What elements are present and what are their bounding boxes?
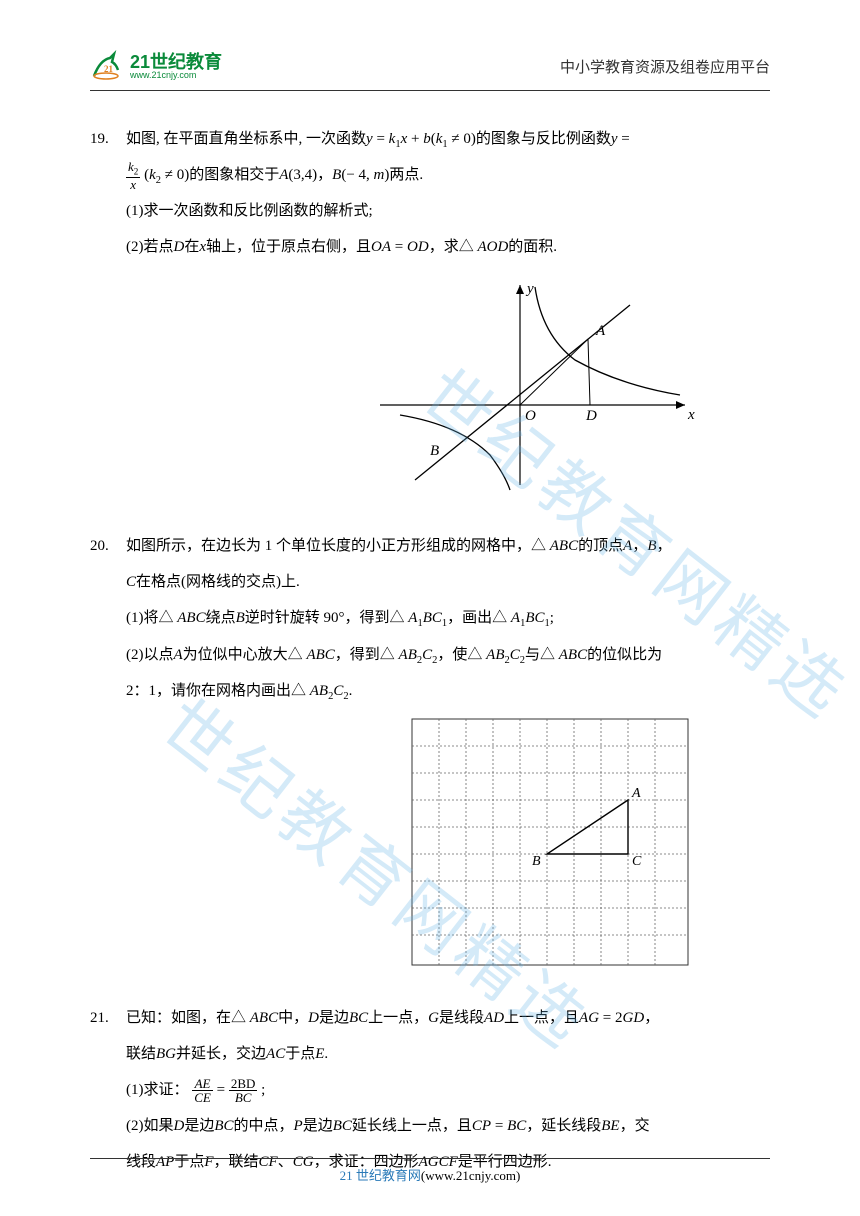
problem-text: 联结BG并延长，交边AC于点E. <box>90 1036 770 1072</box>
problem-21: 21. 已知：如图，在△ ABC中，D是边BC上一点，G是线段AD上一点，且AG… <box>90 1000 770 1180</box>
problem-subpart: (2)如果D是边BC的中点，P是边BC延长线上一点，且CP = BC，延长线段B… <box>90 1108 770 1144</box>
logo: 21 21世纪教育 www.21cnjy.com <box>90 50 222 82</box>
page-footer: 21 世纪教育网(www.21cnjy.com) <box>90 1158 770 1184</box>
problem-19: 19. 如图, 在平面直角坐标系中, 一次函数y = k1x + b(k1 ≠ … <box>90 121 770 500</box>
problem-subpart: (1)求证： AECE = 2BDBC ; <box>90 1072 770 1108</box>
problem-text: C在格点(网格线的交点)上. <box>90 564 770 600</box>
svg-text:A: A <box>595 323 606 339</box>
problem-20: 20. 如图所示，在边长为 1 个单位长度的小正方形组成的网格中，△ ABC的顶… <box>90 528 770 972</box>
svg-text:A: A <box>631 786 641 801</box>
svg-text:y: y <box>525 281 534 297</box>
footer-brand: 21 世纪教育网 <box>340 1168 421 1183</box>
figure-20-grid: A B C <box>410 717 770 972</box>
problem-subpart: (2)若点D在x轴上，位于原点右侧，且OA = OD，求△ AOD的面积. <box>90 229 770 265</box>
header-right-text: 中小学教育资源及组卷应用平台 <box>560 56 770 77</box>
svg-text:x: x <box>687 407 695 423</box>
problem-text: 如图, 在平面直角坐标系中, 一次函数y = k1x + b(k1 ≠ 0)的图… <box>126 121 770 157</box>
svg-text:O: O <box>525 408 536 424</box>
svg-text:D: D <box>585 408 597 424</box>
problem-text: k2x (k2 ≠ 0)的图象相交于A(3,4)，B(− 4, m)两点. <box>90 157 770 193</box>
problem-number: 21. <box>90 1000 126 1036</box>
svg-text:B: B <box>532 854 541 869</box>
svg-text:C: C <box>632 854 642 869</box>
problem-subpart: (2)以点A为位似中心放大△ ABC，得到△ AB2C2，使△ AB2C2与△ … <box>90 637 770 673</box>
logo-text-cn: 21世纪教育 <box>130 53 222 71</box>
svg-text:21: 21 <box>104 64 114 74</box>
logo-text-url: www.21cnjy.com <box>130 71 222 80</box>
problem-text: 已知：如图，在△ ABC中，D是边BC上一点，G是线段AD上一点，且AG = 2… <box>126 1000 770 1036</box>
svg-text:B: B <box>430 443 439 459</box>
footer-url: (www.21cnjy.com) <box>421 1168 520 1183</box>
problem-subpart: (1)求一次函数和反比例函数的解析式; <box>90 193 770 229</box>
logo-icon: 21 <box>90 50 126 82</box>
page-header: 21 21世纪教育 www.21cnjy.com 中小学教育资源及组卷应用平台 <box>90 50 770 91</box>
problem-number: 19. <box>90 121 126 157</box>
problem-subpart: 2：1，请你在网格内画出△ AB2C2. <box>90 673 770 709</box>
figure-19-graph: y x A B O D <box>370 275 770 500</box>
problem-subpart: (1)将△ ABC绕点B逆时针旋转 90°，得到△ A1BC1，画出△ A1BC… <box>90 600 770 636</box>
problem-text: 如图所示，在边长为 1 个单位长度的小正方形组成的网格中，△ ABC的顶点A，B… <box>126 528 770 564</box>
problem-number: 20. <box>90 528 126 564</box>
